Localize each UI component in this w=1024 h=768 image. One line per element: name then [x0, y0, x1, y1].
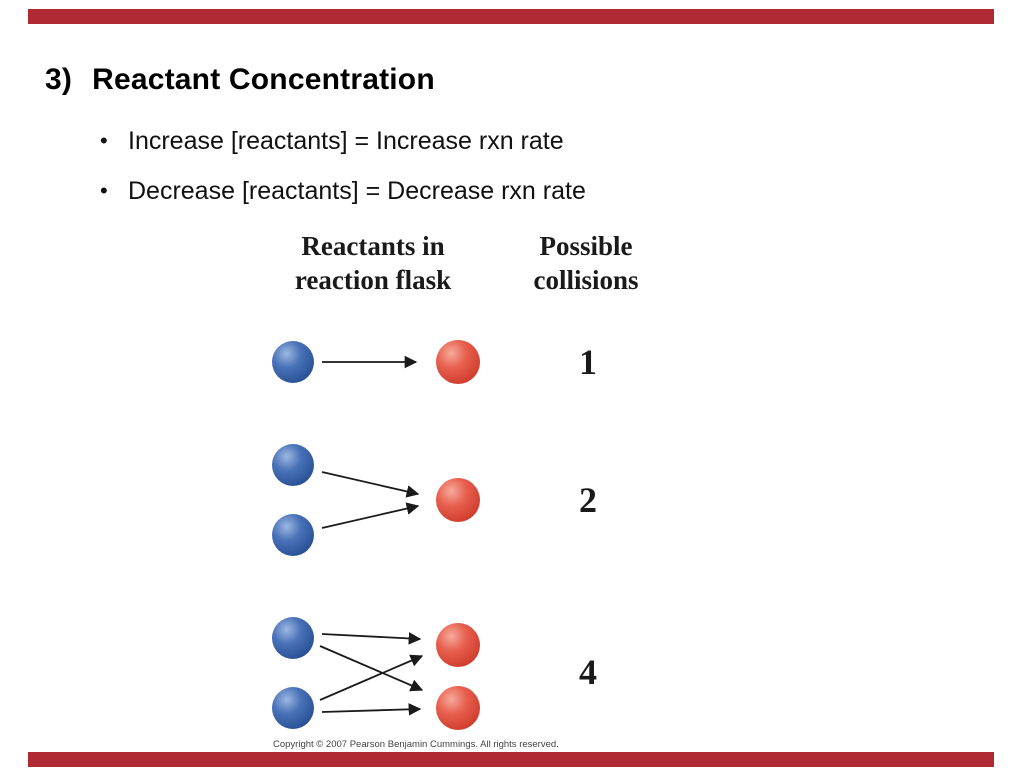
collision-arrow — [321, 502, 420, 529]
collisions-header-line1: Possible — [539, 231, 632, 261]
title-text: Reactant Concentration — [92, 63, 435, 96]
collision-count: 1 — [579, 342, 597, 382]
collision-row: 2 — [272, 444, 597, 556]
collision-count: 2 — [579, 480, 597, 520]
figure-copyright: Copyright © 2007 Pearson Benjamin Cummin… — [273, 739, 559, 750]
collision-row: 1 — [272, 340, 597, 384]
collision-arrow — [319, 654, 424, 701]
collision-arrow — [319, 645, 424, 692]
bullet-dot-icon: • — [100, 128, 108, 153]
product-sphere — [436, 623, 480, 667]
collision-arrow — [321, 471, 420, 498]
page-title: 3) Reactant Concentration — [45, 63, 435, 97]
collision-diagram: Reactants in reaction flask Possible col… — [238, 222, 688, 754]
bullet-text: Increase [reactants] = Increase rxn rate — [128, 126, 564, 155]
collision-count: 4 — [579, 652, 597, 692]
product-sphere — [436, 340, 480, 384]
title-number: 3) — [45, 63, 73, 96]
reactant-sphere — [272, 444, 314, 486]
product-sphere — [436, 478, 480, 522]
bottom-accent-bar — [28, 752, 994, 767]
collisions-header-line2: collisions — [533, 265, 638, 295]
reactant-sphere — [272, 341, 314, 383]
reactants-header-line2: reaction flask — [295, 265, 451, 295]
bullet-item: • Increase [reactants] = Increase rxn ra… — [100, 116, 586, 166]
bullet-dot-icon: • — [100, 178, 108, 203]
reactant-sphere — [272, 514, 314, 556]
collision-arrow — [321, 632, 422, 645]
bullet-item: • Decrease [reactants] = Decrease rxn ra… — [100, 166, 586, 216]
reactant-sphere — [272, 687, 314, 729]
reactant-sphere — [272, 617, 314, 659]
reactants-header-line1: Reactants in — [301, 231, 444, 261]
bullet-list: • Increase [reactants] = Increase rxn ra… — [100, 116, 586, 216]
product-sphere — [436, 686, 480, 730]
bullet-text: Decrease [reactants] = Decrease rxn rate — [128, 176, 586, 205]
collision-row: 4 — [272, 617, 597, 730]
collision-arrow — [321, 703, 422, 716]
top-accent-bar — [28, 9, 994, 24]
collision-diagram-svg: Reactants in reaction flask Possible col… — [272, 231, 639, 750]
